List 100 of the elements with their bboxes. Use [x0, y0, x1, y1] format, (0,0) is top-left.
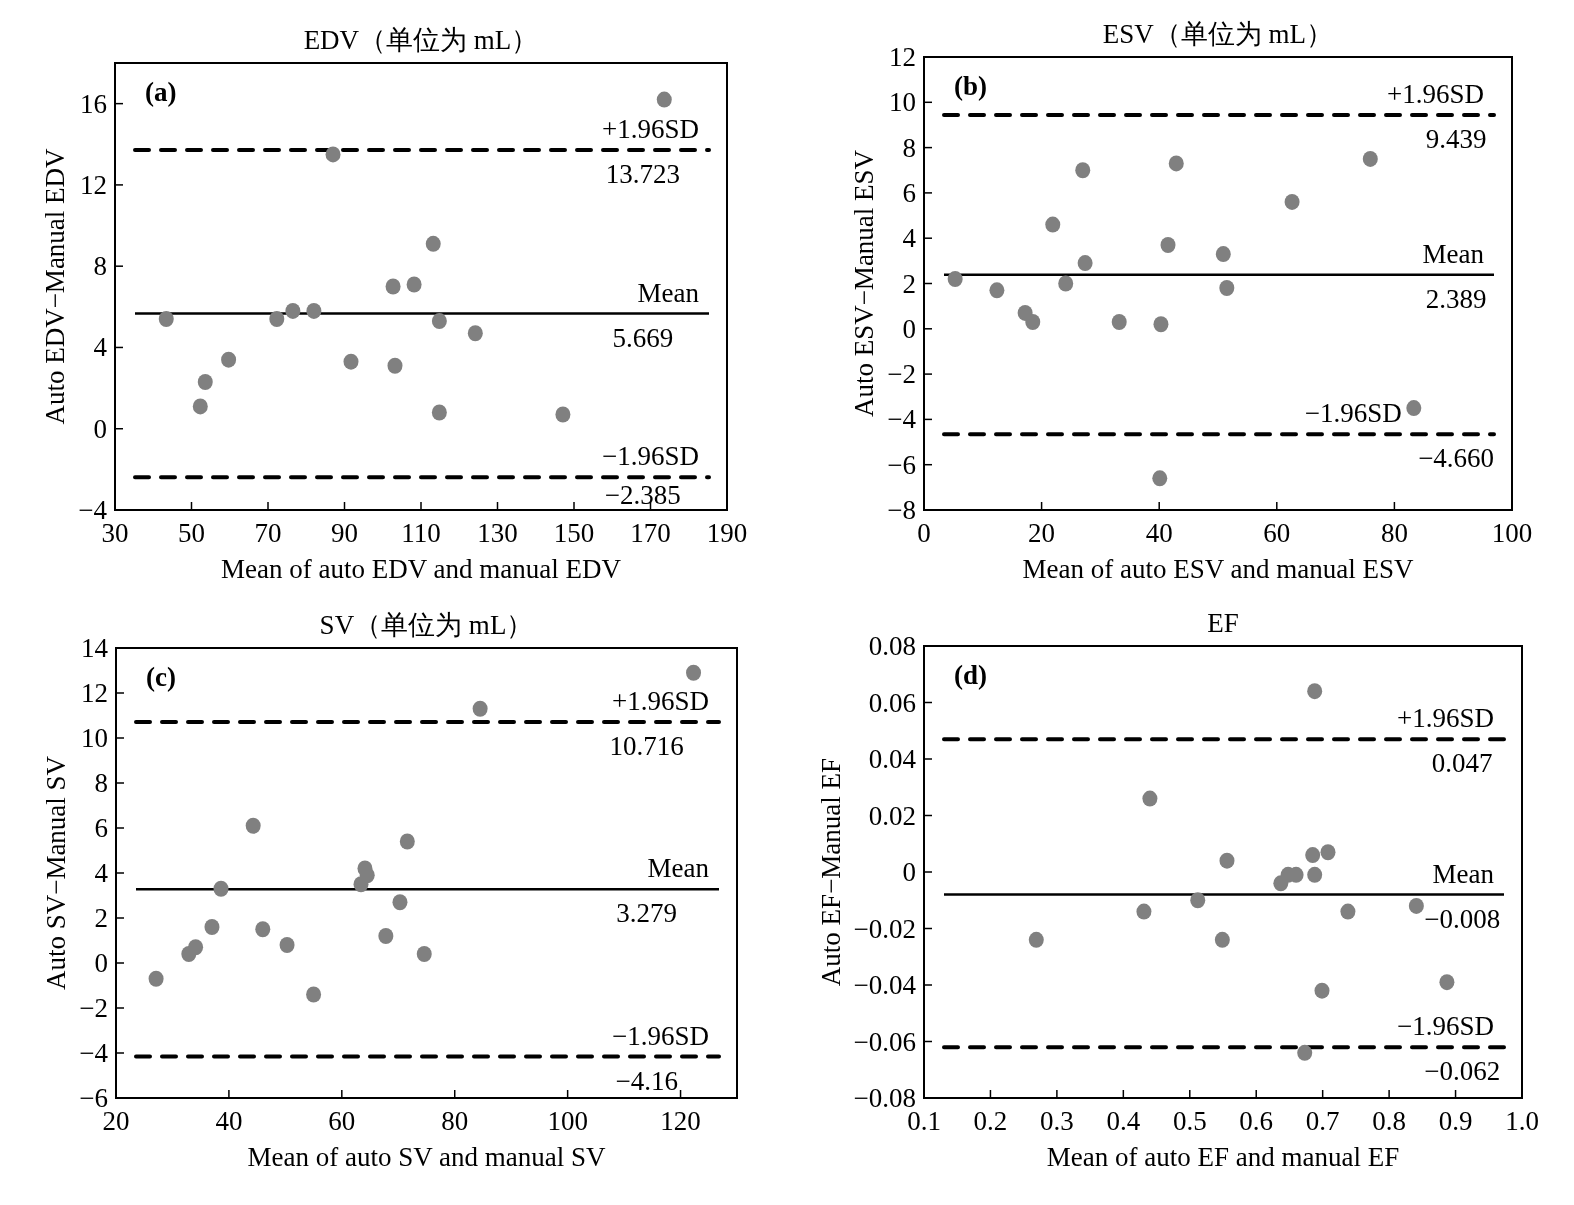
annotation: −0.008	[1424, 903, 1501, 934]
point	[325, 146, 341, 163]
x-tick-label: 40	[215, 1106, 243, 1136]
annotation: −0.062	[1424, 1056, 1501, 1087]
point	[467, 325, 483, 342]
point	[1142, 790, 1158, 807]
ref-line-label: +1.96SD	[1387, 79, 1484, 110]
point	[387, 357, 403, 374]
annotation: 2.389	[1425, 283, 1487, 314]
x-tick-label: 190	[706, 518, 748, 548]
point	[656, 91, 672, 108]
ref-line-label: −1.96SD	[1304, 398, 1402, 429]
point	[1219, 852, 1235, 869]
y-tick-label: 8	[94, 768, 108, 798]
point	[204, 919, 220, 935]
y-tick-label: 12	[80, 169, 107, 200]
point	[1075, 162, 1091, 179]
point	[1362, 150, 1378, 167]
x-tick-label: 0.5	[1172, 1106, 1207, 1136]
annotation: −2.385	[604, 480, 681, 510]
x-tick-label: 80	[1380, 518, 1408, 548]
point	[1045, 216, 1061, 233]
x-tick-label: 110	[401, 518, 441, 548]
annotation: −4.16	[615, 1065, 678, 1096]
y-tick-label: 16	[80, 88, 107, 119]
y-tick-label: 12	[81, 678, 108, 708]
x-tick-label: 70	[254, 518, 282, 548]
point	[1190, 892, 1206, 909]
point	[1219, 280, 1235, 297]
point	[425, 235, 441, 252]
point	[1077, 255, 1093, 272]
x-tick-label: 1.0	[1505, 1106, 1539, 1136]
annotation: 13.723	[605, 158, 680, 189]
y-tick-label: −2	[79, 993, 108, 1023]
point	[1305, 847, 1321, 864]
point	[1153, 316, 1169, 333]
x-tick-label: 60	[1263, 518, 1291, 548]
point	[1215, 246, 1231, 263]
x-tick-label: 0.7	[1305, 1106, 1340, 1136]
y-tick-label: 8	[93, 251, 107, 282]
x-axis-title: Mean of auto EDV and manual EDV	[221, 554, 622, 584]
point	[431, 404, 447, 421]
x-axis-title: Mean of auto EF and manual EF	[1046, 1142, 1400, 1172]
y-tick-label: 12	[889, 42, 916, 72]
chart-title: EF	[1207, 608, 1239, 638]
y-tick-label: 0	[94, 948, 108, 978]
point	[1025, 314, 1041, 331]
y-axis-title: Auto EF−Manual EF	[815, 757, 846, 987]
annotation: (b)	[954, 71, 987, 101]
ref-line-label: −1.96SD	[612, 1020, 709, 1051]
y-tick-label: 6	[94, 813, 108, 843]
x-tick-label: 100	[547, 1106, 588, 1136]
point	[306, 986, 322, 1003]
point	[431, 313, 447, 330]
ref-line-label: +1.96SD	[602, 113, 699, 144]
y-tick-label: −0.06	[853, 1026, 916, 1057]
point	[1297, 1044, 1313, 1061]
point	[197, 374, 213, 390]
chart-title: SV（单位为 mL）	[319, 610, 534, 640]
point	[989, 282, 1005, 299]
x-tick-label: 20	[1028, 518, 1056, 548]
x-tick-label: 0.9	[1438, 1106, 1473, 1136]
x-tick-label: 150	[553, 518, 595, 548]
ref-line-label: +1.96SD	[612, 685, 709, 716]
point	[148, 970, 164, 987]
point	[213, 880, 229, 897]
point	[279, 937, 295, 953]
ref-line-label: Mean	[1432, 858, 1495, 889]
y-axis-title: Auto ESV−Manual ESV	[849, 149, 880, 418]
y-tick-label: −2	[887, 359, 916, 390]
x-tick-label: 0.4	[1106, 1106, 1141, 1136]
y-tick-label: 0	[93, 413, 107, 444]
point	[1340, 903, 1356, 920]
ref-line-label: Mean	[1422, 238, 1485, 269]
point	[1408, 897, 1424, 914]
x-tick-label: 80	[441, 1106, 469, 1136]
point	[686, 664, 702, 681]
y-tick-label: 2	[902, 268, 916, 299]
point	[306, 302, 322, 319]
annotation: 10.716	[609, 730, 684, 761]
y-tick-label: 0	[902, 857, 916, 887]
point	[1307, 683, 1323, 700]
point	[416, 946, 432, 962]
annotation: 5.669	[612, 322, 674, 353]
x-tick-label: 170	[630, 518, 671, 548]
y-tick-label: −0.04	[853, 970, 917, 1000]
x-tick-label: 60	[328, 1106, 356, 1136]
chart-title: ESV（单位为 mL）	[1102, 19, 1334, 49]
ref-line-label: −1.96SD	[602, 441, 699, 472]
x-tick-label: 0.6	[1239, 1106, 1274, 1136]
x-tick-label: 90	[331, 518, 358, 548]
point	[245, 817, 261, 834]
y-tick-label: −0.02	[853, 913, 916, 944]
point	[399, 833, 415, 850]
y-tick-label: 10	[81, 723, 108, 753]
ref-line-label: Mean	[637, 277, 700, 308]
ref-line-label: −1.96SD	[1397, 1011, 1494, 1042]
point	[1214, 931, 1230, 948]
y-tick-label: 10	[889, 87, 916, 118]
x-tick-label: 40	[1145, 518, 1173, 548]
